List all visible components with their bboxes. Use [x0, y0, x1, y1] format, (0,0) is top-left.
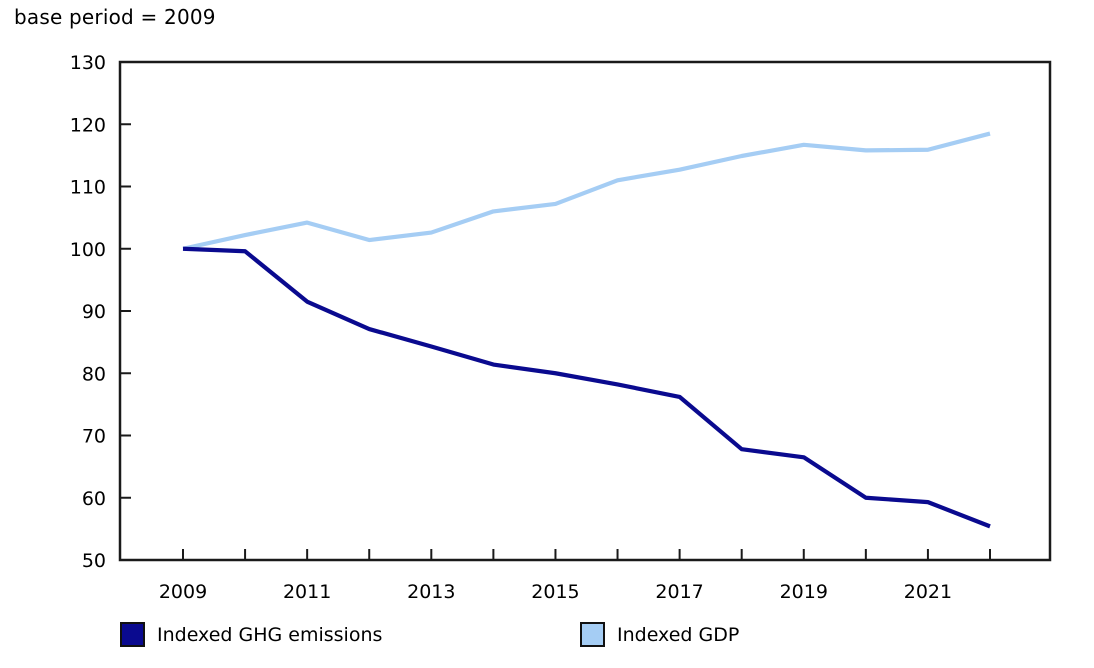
- series-line-ghg: [182, 246, 991, 529]
- y-axis-tick-label: 120: [70, 114, 106, 136]
- y-axis-tick-label: 50: [82, 550, 106, 572]
- legend-label-ghg-emissions: Indexed GHG emissions: [157, 623, 383, 646]
- plot-border: [118, 60, 1052, 562]
- y-axis-tick-label: 110: [70, 177, 106, 199]
- legend-swatch-ghg-icon: [120, 622, 145, 647]
- y-axis-tick-label: 130: [70, 52, 106, 74]
- y-axis-tick-label: 80: [82, 363, 106, 385]
- x-axis-tick-label: 2011: [283, 581, 331, 603]
- legend-label-gdp: Indexed GDP: [617, 623, 740, 646]
- legend-item-ghg-emissions: Indexed GHG emissions: [120, 622, 382, 647]
- legend-swatch-gdp-icon: [580, 622, 605, 647]
- x-axis-tick-label: 2013: [407, 581, 455, 603]
- series-line-gdp: [182, 131, 991, 251]
- x-axis-tick-label: 2021: [904, 581, 952, 603]
- x-axis-tick-label: 2017: [655, 581, 703, 603]
- chart-subtitle: base period = 2009: [14, 5, 216, 29]
- chart-legend: Indexed GHG emissions Indexed GDP: [0, 622, 1094, 662]
- legend-item-gdp: Indexed GDP: [580, 622, 739, 647]
- y-axis-tick-label: 100: [70, 239, 106, 261]
- y-axis-tick-label: 60: [82, 488, 106, 510]
- plot-area: 50 60 70 80 90 100 110 120 130 2009 2011 2013 2015 20…: [70, 52, 1052, 603]
- x-axis-tick-label: 2015: [531, 581, 579, 603]
- x-axis-tick-label: 2009: [159, 581, 207, 603]
- y-axis-tick-label: 90: [82, 301, 106, 323]
- x-axis-tick-label: 2019: [780, 581, 828, 603]
- y-axis-tick-label: 70: [82, 426, 106, 448]
